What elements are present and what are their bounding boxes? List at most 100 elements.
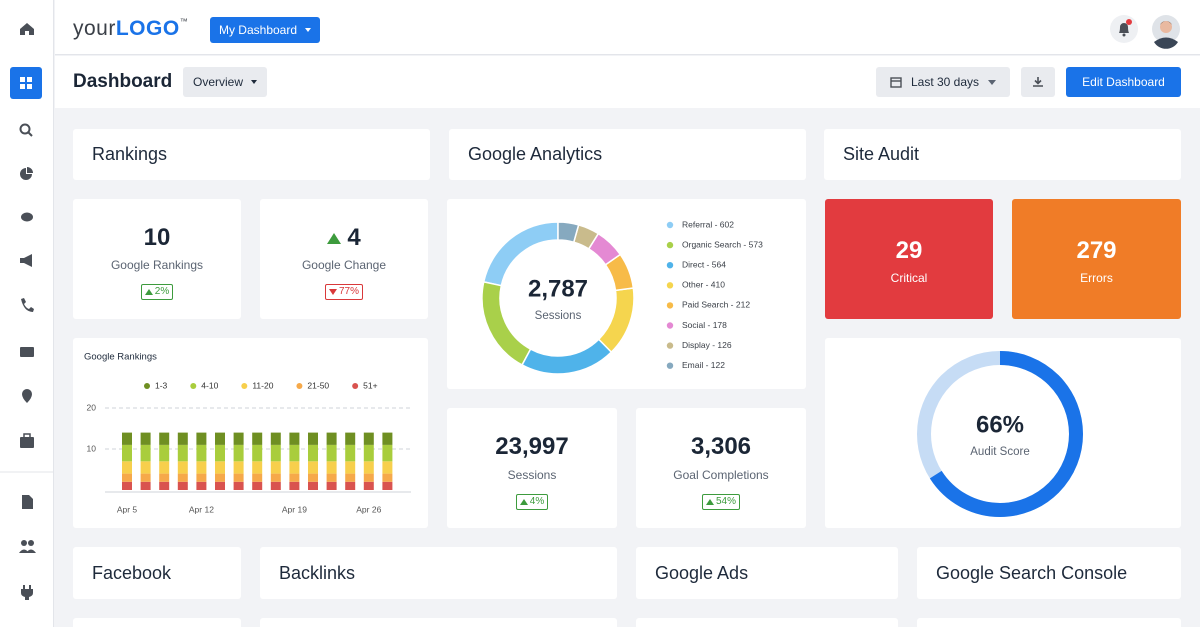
change-arrow bbox=[328, 289, 337, 295]
legend-label: Referral - 602 bbox=[682, 219, 734, 229]
pin-icon[interactable] bbox=[22, 389, 32, 403]
shape bbox=[1160, 21, 1172, 33]
bar-segment bbox=[215, 461, 225, 474]
shape bbox=[890, 77, 902, 88]
audit-card bbox=[825, 338, 1181, 528]
home-icon[interactable] bbox=[20, 23, 34, 35]
change-badge: 4% bbox=[515, 494, 549, 510]
dashboard-menu[interactable]: My Dashboard bbox=[210, 17, 320, 43]
legend-label: 21-50 bbox=[307, 380, 329, 390]
bar-segment bbox=[233, 444, 244, 462]
audit-score-caption: Audit Score bbox=[970, 446, 1029, 458]
change-arrow bbox=[519, 499, 528, 505]
file-icon[interactable] bbox=[22, 495, 33, 509]
donut-segment bbox=[481, 280, 532, 366]
stat-label: Google Change bbox=[301, 258, 387, 272]
stat-value: 23,997 bbox=[495, 433, 569, 460]
bar-segment bbox=[122, 461, 132, 474]
avatar[interactable] bbox=[1152, 15, 1180, 49]
mail-icon[interactable] bbox=[20, 347, 34, 357]
bar-segment bbox=[215, 473, 225, 482]
stat-value: 4 bbox=[260, 224, 428, 252]
search-icon[interactable] bbox=[19, 123, 31, 135]
change-badge: 77% bbox=[324, 284, 363, 300]
legend-marker bbox=[241, 383, 248, 389]
phone-icon[interactable] bbox=[21, 298, 34, 312]
bar-segment bbox=[159, 461, 170, 474]
logo-prefix: your bbox=[73, 17, 116, 40]
pie-icon[interactable] bbox=[20, 167, 33, 180]
stat-card: 23,997 Sessions 4% bbox=[447, 408, 617, 528]
caret bbox=[305, 28, 312, 32]
bar-segment bbox=[215, 481, 225, 490]
users-icon[interactable] bbox=[19, 540, 36, 553]
stat-value: 3,306 bbox=[690, 433, 752, 460]
legend-label: Other - 410 bbox=[682, 280, 725, 290]
bar-segment bbox=[252, 481, 263, 490]
bar-segment bbox=[326, 444, 337, 462]
bar-segment bbox=[345, 481, 356, 490]
page-title: Dashboard bbox=[73, 71, 173, 92]
stat-value: 29 bbox=[895, 237, 923, 264]
y-tick-label: 20 bbox=[87, 402, 97, 412]
bar-segment bbox=[326, 461, 337, 474]
bar-segment bbox=[140, 432, 151, 445]
change-badge: 2% bbox=[140, 284, 174, 300]
bar-segment bbox=[289, 473, 300, 482]
bar-segment bbox=[252, 444, 263, 462]
shape bbox=[27, 84, 32, 89]
megaphone-icon[interactable] bbox=[20, 254, 32, 267]
bar-segment bbox=[177, 481, 188, 490]
bar-segment bbox=[252, 473, 263, 482]
edit-dashboard-button[interactable]: Edit Dashboard bbox=[1066, 67, 1181, 97]
change-value: 4% bbox=[529, 496, 545, 507]
stat-value: 279 bbox=[1076, 237, 1117, 264]
donut-segment bbox=[557, 221, 580, 244]
shape bbox=[21, 540, 27, 546]
chat-icon[interactable] bbox=[21, 212, 33, 222]
active-item[interactable] bbox=[10, 67, 42, 99]
bar-segment bbox=[122, 473, 132, 482]
download-button[interactable] bbox=[1021, 67, 1055, 97]
logo[interactable]: yourLOGO™ bbox=[73, 17, 188, 41]
bar-segment bbox=[140, 461, 151, 474]
plug-icon[interactable] bbox=[21, 585, 33, 600]
bar-segment bbox=[289, 461, 300, 474]
stat-label: Sessions bbox=[507, 468, 557, 482]
bar-segment bbox=[270, 481, 281, 490]
bar-segment bbox=[159, 432, 170, 445]
bar-segment bbox=[345, 444, 356, 462]
bar-segment bbox=[252, 432, 263, 445]
card-peek bbox=[73, 618, 241, 627]
donut-total: 2,787 bbox=[528, 275, 588, 302]
y-tick-label: 10 bbox=[87, 443, 97, 453]
view-select[interactable]: Overview bbox=[183, 67, 267, 97]
stat-card: 3,306 Goal Completions 54% bbox=[636, 408, 806, 528]
section-header: Google Search Console bbox=[917, 547, 1181, 599]
bar-segment bbox=[382, 432, 393, 445]
legend-marker bbox=[144, 383, 150, 389]
bar-segment bbox=[326, 432, 337, 445]
date-range[interactable]: Last 30 days bbox=[876, 67, 1010, 97]
bag-icon[interactable] bbox=[20, 437, 34, 448]
stat-card: 4 Google Change 77% bbox=[260, 199, 428, 319]
bar-segment bbox=[270, 444, 281, 462]
date-range-label: Last 30 days bbox=[910, 75, 980, 89]
logo-brand: LOGO bbox=[115, 17, 180, 40]
view-select-label: Overview bbox=[192, 75, 243, 89]
bar-segment bbox=[363, 481, 374, 490]
dashboard-menu-label: My Dashboard bbox=[218, 23, 298, 37]
bar-segment bbox=[122, 432, 132, 445]
change-value: 54% bbox=[715, 496, 736, 507]
bar-segment bbox=[326, 473, 337, 482]
stat-label: Goal Completions bbox=[673, 468, 769, 482]
legend-marker bbox=[666, 322, 674, 329]
bar-segment bbox=[215, 444, 225, 462]
card-peek bbox=[260, 618, 617, 627]
bar-segment bbox=[196, 481, 207, 490]
bar-segment bbox=[345, 473, 356, 482]
legend-label: Paid Search - 212 bbox=[682, 300, 750, 310]
section-header: Google Analytics bbox=[449, 129, 806, 180]
legend-marker bbox=[666, 221, 674, 229]
